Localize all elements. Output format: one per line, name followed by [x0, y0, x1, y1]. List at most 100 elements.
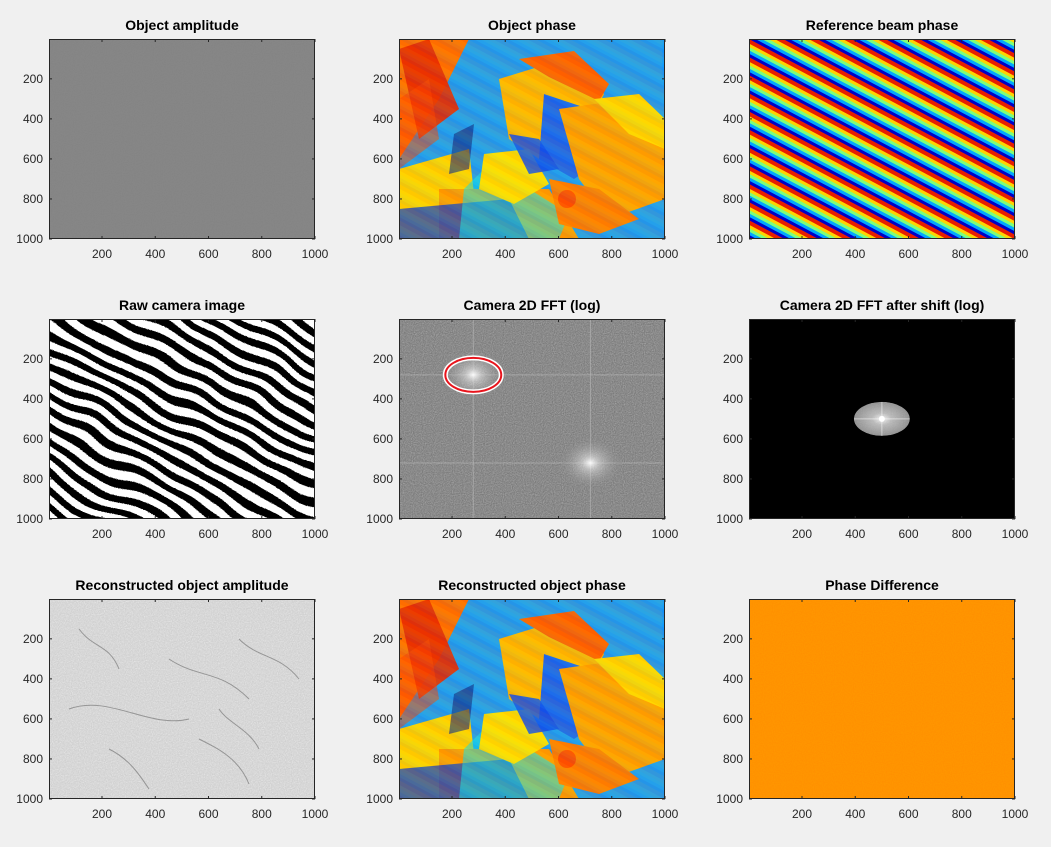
x-tick-label: 400 [145, 807, 165, 821]
y-tick-label: 200 [23, 72, 43, 86]
x-tick-label: 800 [952, 807, 972, 821]
x-tick-label: 600 [198, 807, 218, 821]
x-tick-label: 600 [898, 527, 918, 541]
x-tick-label: 600 [898, 807, 918, 821]
x-tick-label: 800 [252, 247, 272, 261]
panel-object-amplitude: Object amplitude 200 400 600 800 1000 200 400 60… [16, 17, 328, 261]
y-tick-label: 400 [23, 112, 43, 126]
y-tick-label: 600 [723, 432, 743, 446]
y-tick-label: 200 [723, 352, 743, 366]
y-tick-label: 1000 [366, 232, 393, 246]
y-tick-label: 800 [373, 472, 393, 486]
panel-reconstructed-object-phase: Reconstructed object phase 200 400 600 800 10… [366, 577, 678, 821]
x-tick-label: 800 [252, 527, 272, 541]
panel-title: Reconstructed object amplitude [75, 577, 288, 593]
image-reconstructed-object-amplitude [49, 599, 315, 799]
image-reconstructed-object-phase [399, 599, 665, 799]
y-tick-label: 600 [23, 432, 43, 446]
x-tick-label: 200 [92, 247, 112, 261]
x-tick-label: 800 [952, 527, 972, 541]
y-tick-label: 200 [723, 72, 743, 86]
x-tick-label: 1000 [1002, 807, 1029, 821]
x-tick-label: 600 [898, 247, 918, 261]
y-tick-label: 600 [23, 712, 43, 726]
x-tick-label: 1000 [652, 807, 679, 821]
axes-box [399, 319, 665, 519]
fft-peak-2 [558, 436, 623, 489]
y-tick-label: 600 [373, 152, 393, 166]
x-tick-label: 600 [198, 247, 218, 261]
y-tick-label: 600 [373, 712, 393, 726]
panel-title: Reconstructed object phase [438, 577, 626, 593]
x-tick-label: 400 [495, 527, 515, 541]
x-tick-label: 1000 [302, 527, 329, 541]
x-tick-label: 400 [845, 807, 865, 821]
axes-box [49, 39, 315, 239]
y-tick-label: 600 [23, 152, 43, 166]
x-tick-label: 200 [442, 807, 462, 821]
y-tick-label: 200 [373, 632, 393, 646]
y-tick-label: 1000 [716, 232, 743, 246]
panel-title: Phase Difference [825, 577, 939, 593]
image-raw-camera-image [49, 319, 315, 519]
x-tick-label: 600 [548, 527, 568, 541]
panel-title: Camera 2D FFT after shift (log) [780, 297, 985, 313]
x-tick-label: 400 [145, 247, 165, 261]
y-tick-label: 400 [723, 392, 743, 406]
y-tick-label: 600 [373, 432, 393, 446]
axes-box [749, 39, 1015, 239]
panel-reconstructed-object-amplitude: Reconstructed object amplitude 200 400 600 8… [16, 577, 328, 821]
x-tick-label: 1000 [302, 807, 329, 821]
y-tick-label: 800 [23, 192, 43, 206]
panel-raw-camera-image: Raw camera image 200 400 600 800 1000 200 400 60… [16, 297, 329, 541]
y-tick-label: 1000 [16, 792, 43, 806]
image-reference-beam-phase [749, 39, 1015, 239]
y-tick-label: 800 [723, 192, 743, 206]
x-tick-label: 1000 [1002, 527, 1029, 541]
y-tick-label: 200 [23, 352, 43, 366]
x-tick-label: 1000 [652, 527, 679, 541]
axes-box [749, 319, 1015, 519]
y-tick-label: 400 [373, 392, 393, 406]
x-tick-label: 200 [792, 807, 812, 821]
panel-title: Reference beam phase [806, 17, 959, 33]
y-tick-label: 200 [23, 632, 43, 646]
x-tick-label: 400 [845, 247, 865, 261]
y-tick-label: 400 [373, 672, 393, 686]
x-tick-label: 200 [442, 527, 462, 541]
x-tick-label: 200 [442, 247, 462, 261]
x-tick-label: 1000 [302, 247, 329, 261]
y-tick-label: 1000 [366, 512, 393, 526]
panel-camera-2d-fft-log: Camera 2D FFT (log) 200 400 600 800 1000 200 40… [366, 297, 678, 541]
y-tick-label: 400 [723, 112, 743, 126]
y-tick-label: 1000 [716, 792, 743, 806]
y-tick-label: 1000 [16, 512, 43, 526]
x-tick-label: 400 [495, 807, 515, 821]
y-tick-label: 800 [373, 752, 393, 766]
axes-box [49, 319, 315, 519]
axes-box [749, 599, 1015, 799]
x-tick-label: 800 [602, 527, 622, 541]
y-tick-label: 400 [23, 672, 43, 686]
image-camera-2d-fft-log [399, 319, 665, 519]
x-tick-label: 1000 [652, 247, 679, 261]
y-tick-label: 1000 [366, 792, 393, 806]
x-tick-label: 600 [548, 807, 568, 821]
axes-box [399, 599, 665, 799]
x-tick-label: 600 [548, 247, 568, 261]
axes-box [399, 39, 665, 239]
y-tick-label: 200 [723, 632, 743, 646]
image-camera-2d-fft-after-shift-log [749, 319, 1015, 519]
panel-title: Camera 2D FFT (log) [464, 297, 601, 313]
image-phase-difference [749, 599, 1015, 799]
y-tick-label: 200 [373, 352, 393, 366]
x-tick-label: 800 [252, 807, 272, 821]
y-tick-label: 800 [723, 752, 743, 766]
x-tick-label: 800 [602, 247, 622, 261]
x-tick-label: 1000 [1002, 247, 1029, 261]
y-tick-label: 200 [373, 72, 393, 86]
panel-reference-beam-phase: Reference beam phase 200 400 600 800 1000 200 4… [716, 17, 1029, 261]
x-tick-label: 400 [845, 527, 865, 541]
y-tick-label: 400 [23, 392, 43, 406]
